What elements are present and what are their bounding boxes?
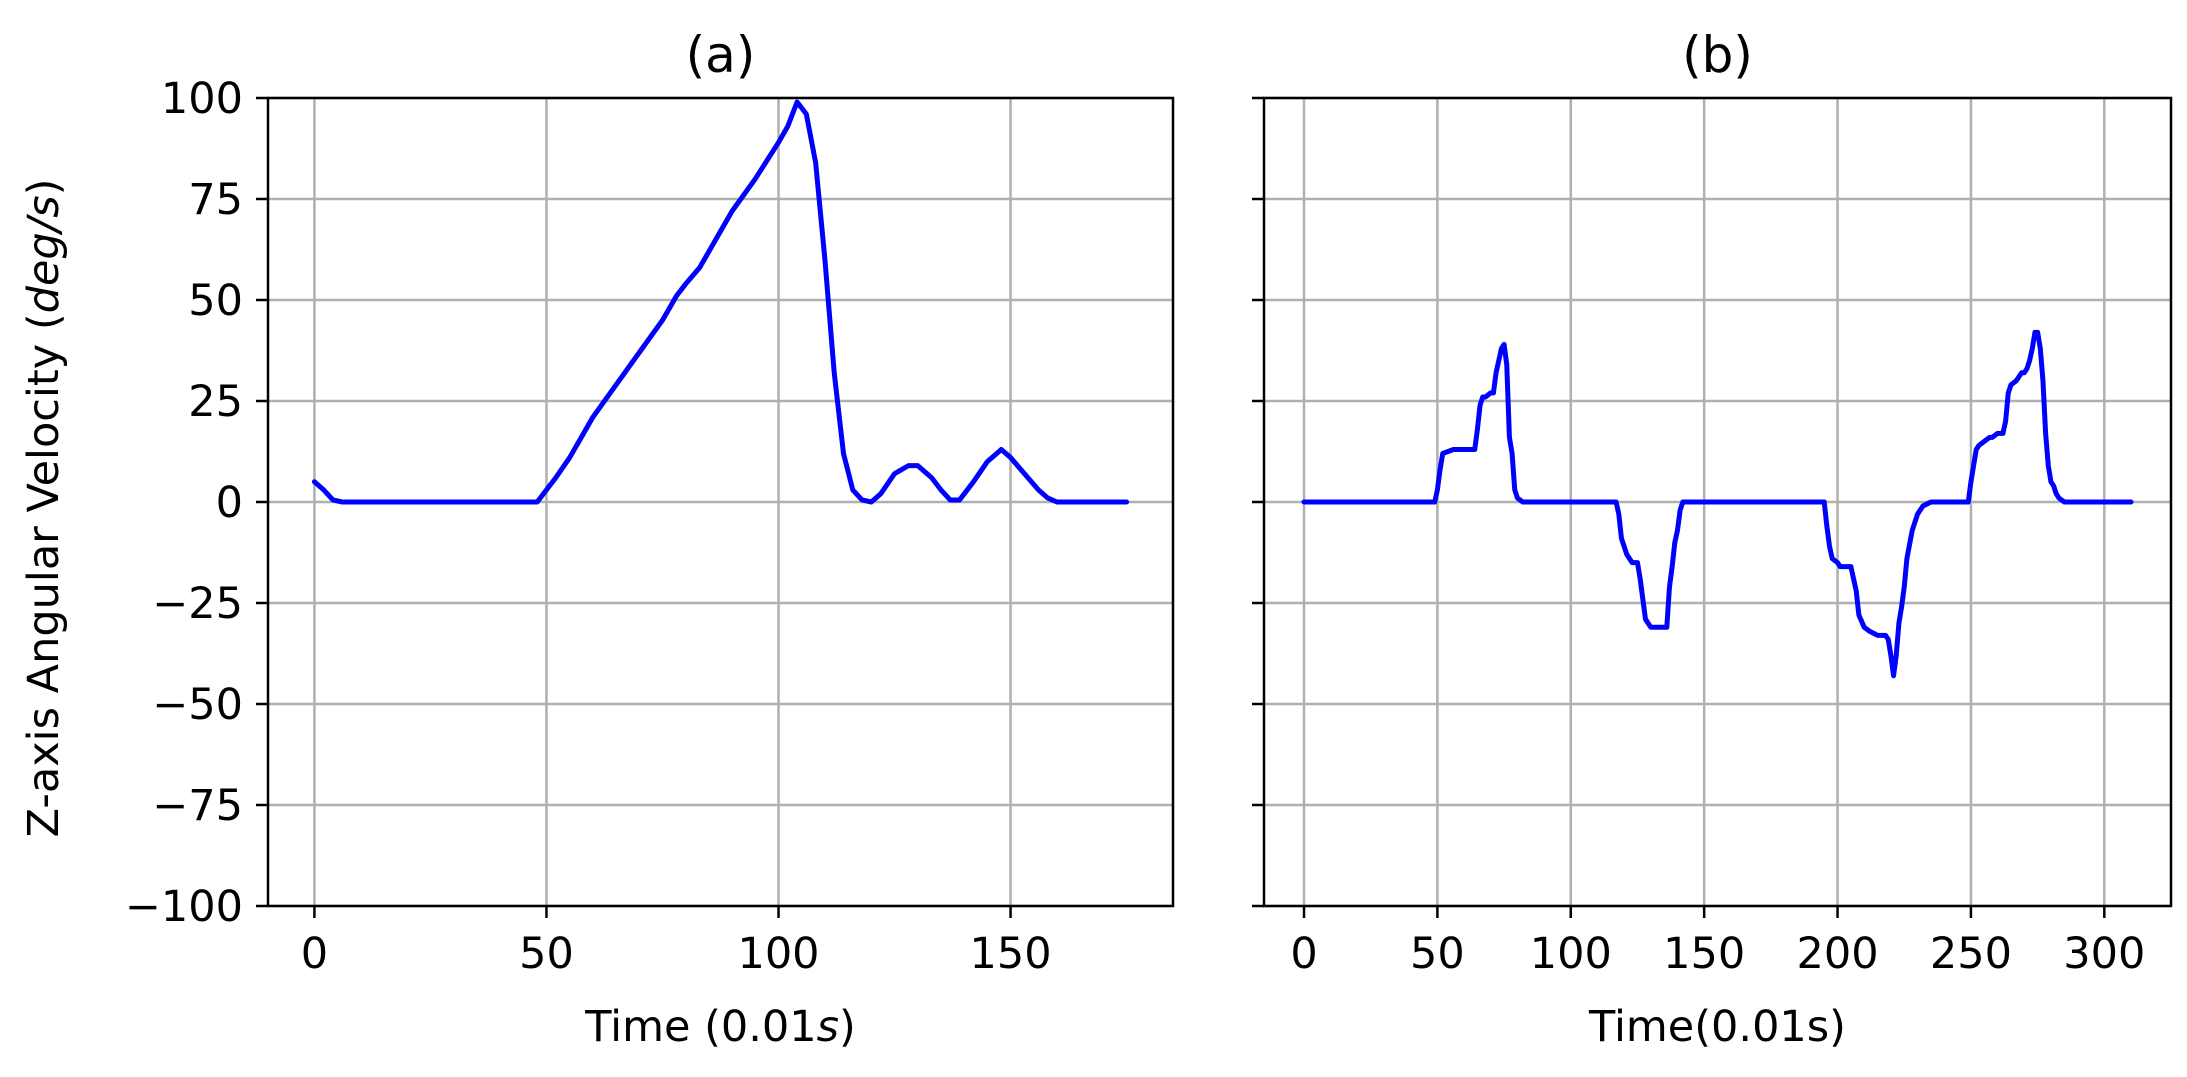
panel-a-y-tick-label-3: 25: [188, 377, 243, 427]
panel-b-x-tick-label-3: 150: [1663, 929, 1745, 979]
y-axis-title-unit: deg/s: [19, 195, 69, 313]
panel-b-x-tick-label-1: 50: [1410, 929, 1465, 979]
panel-a-x-axis-title: Time (0.01s): [584, 1002, 856, 1052]
panel-a-ticks: 0 50 100 150 100 75 50 25 0 −25 −50 −75 −100: [125, 74, 1052, 979]
panel-a-y-tick-label-1: 75: [188, 175, 243, 225]
panel-b: 0 50 100 150 200 250 300 (b) Time(0.01s): [1252, 26, 2173, 1052]
panel-a-x-axis-title-unit: s: [817, 1002, 839, 1052]
panel-b-x-tick-label-6: 300: [2063, 929, 2145, 979]
panel-b-x-tick-label-2: 100: [1530, 929, 1612, 979]
panel-a-x-tick-label-3: 150: [970, 929, 1052, 979]
panel-b-series-line-0: [1301, 329, 2134, 679]
panel-a-x-tick-label-1: 50: [519, 929, 574, 979]
panel-a-title: (a): [686, 26, 756, 84]
panel-a-y-tick-label-7: −75: [152, 781, 243, 831]
panel-b-x-tick-label-0: 0: [1290, 929, 1317, 979]
panel-a-y-tick-label-6: −50: [152, 680, 243, 730]
panel-b-series-group: [1301, 329, 2134, 679]
panel-a: 0 50 100 150 100 75 50 25 0 −25 −50 −75 −100 (a) Tim…: [125, 26, 1175, 1052]
panel-a-y-tick-label-2: 50: [188, 276, 243, 326]
y-axis-title: Z-axis Angular Velocity (deg/s): [19, 179, 69, 838]
panel-b-x-tick-label-5: 250: [1930, 929, 2012, 979]
panel-a-series-group: [311, 99, 1130, 505]
panel-b-title: (b): [1682, 26, 1753, 84]
panel-b-ticks: 0 50 100 150 200 250 300: [1252, 96, 2145, 979]
panel-b-x-axis-title: Time(0.01s): [1588, 1002, 1846, 1052]
panel-a-y-tick-label-4: 0: [216, 478, 243, 528]
panel-b-x-tick-label-4: 200: [1797, 929, 1879, 979]
panel-a-y-tick-label-0: 100: [161, 74, 243, 124]
panel-a-series-line-0: [311, 99, 1130, 505]
panel-a-y-tick-label-8: −100: [125, 882, 243, 932]
panel-a-x-tick-label-0: 0: [301, 929, 328, 979]
panel-a-y-tick-label-5: −25: [152, 579, 243, 629]
panel-a-x-tick-label-2: 100: [737, 929, 819, 979]
